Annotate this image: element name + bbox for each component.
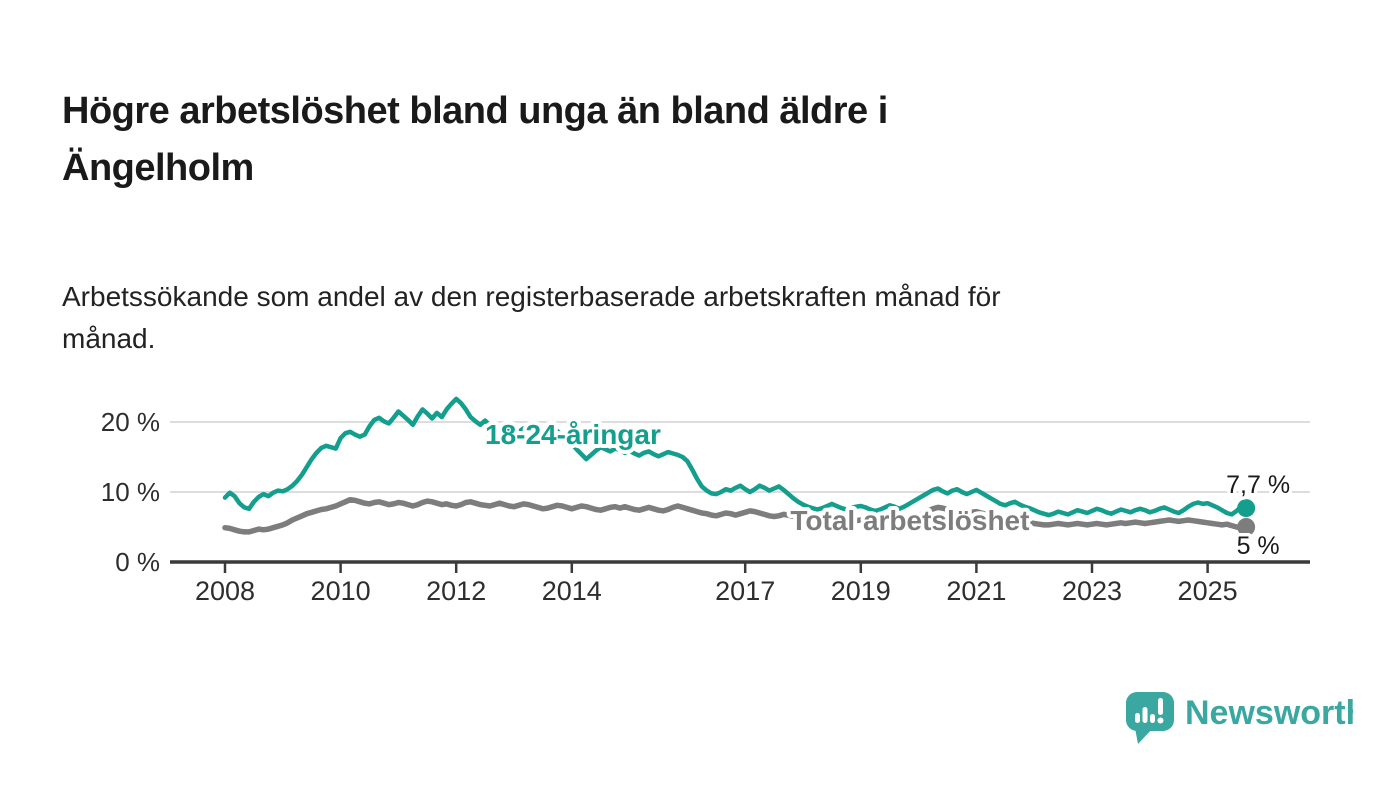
y-tick-label: 10 %: [101, 477, 160, 507]
x-tick-label: 2017: [715, 576, 775, 606]
end-value-label: 7,7 %: [1226, 471, 1290, 499]
series-label: Total arbetslöshet: [790, 505, 1029, 536]
x-tick-label: 2014: [542, 576, 602, 606]
x-tick-label: 2023: [1062, 576, 1122, 606]
series-end-dot: [1237, 499, 1256, 518]
series-label: 18-24-åringar: [485, 419, 661, 450]
page-title: Högre arbetslöshet bland unga än bland ä…: [62, 90, 888, 190]
y-tick-label: 20 %: [101, 407, 160, 437]
x-tick-label: 2019: [831, 576, 891, 606]
x-tick-label: 2012: [426, 576, 486, 606]
x-tick-label: 2008: [195, 576, 255, 606]
x-tick-label: 2010: [311, 576, 371, 606]
series-end-dot: [1237, 518, 1256, 536]
x-tick-label: 2025: [1178, 576, 1238, 606]
series-line-total-arbetslöshet: [222, 496, 1249, 535]
newsworthy-bubble-icon: [1126, 692, 1174, 744]
series-line-18-24-åringar: [222, 396, 1249, 518]
y-tick-label: 0 %: [115, 547, 160, 577]
newsworthy-wordmark: Newsworthy: [1185, 694, 1353, 732]
chart-subtitle: Arbetssökande som andel av den registerb…: [62, 281, 1001, 354]
x-tick-label: 2021: [946, 576, 1006, 606]
newsworthy-logo: Newsworthy: [1126, 692, 1353, 744]
end-value-label: 5 %: [1237, 532, 1280, 560]
